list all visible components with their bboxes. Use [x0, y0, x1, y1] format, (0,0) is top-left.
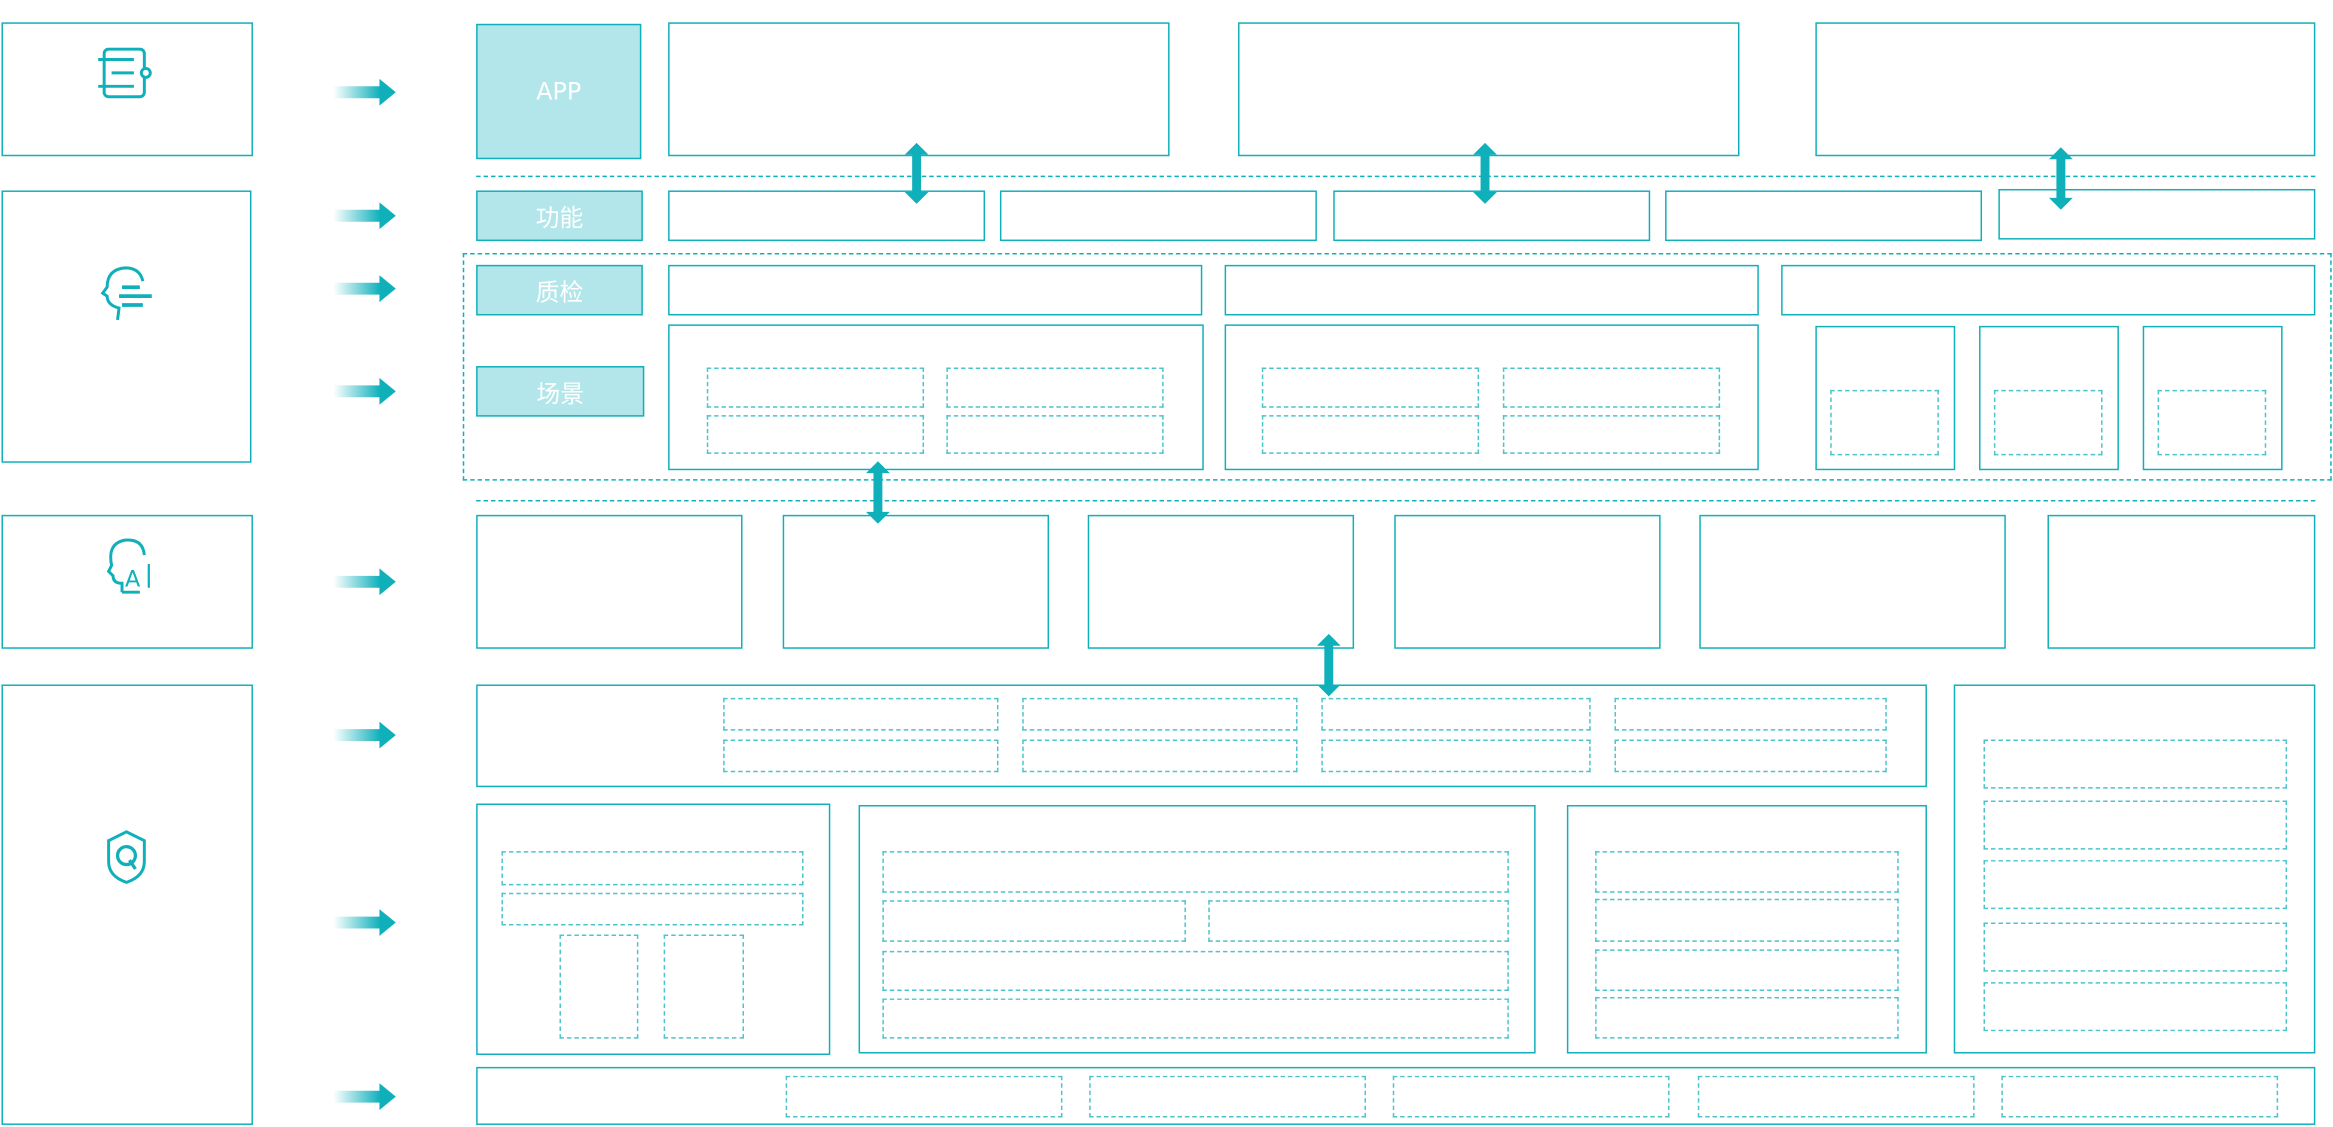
sub-module-box: [1261, 367, 1480, 408]
sub-module-box: [1502, 415, 1721, 454]
sub-module-box: [1614, 697, 1887, 731]
scene-label: 场景: [476, 366, 645, 417]
ai-box: [476, 514, 743, 649]
sub-module-box: [882, 851, 1509, 893]
sub-module-box: [946, 415, 1164, 454]
sub-module-box: [946, 367, 1164, 408]
bidirectional-arrow-icon: [1316, 633, 1341, 697]
sub-module-box: [1089, 1075, 1366, 1118]
platform-box: [1566, 805, 1927, 1054]
scene-box: [1815, 325, 1956, 471]
sub-module-box: [1983, 800, 2288, 850]
right-arrow-icon: [333, 202, 396, 230]
right-arrow-icon: [333, 377, 396, 405]
bidirectional-arrow-icon: [2048, 147, 2073, 210]
sub-module-box: [1595, 949, 1899, 992]
inspection-box: [668, 264, 1203, 316]
right-arrow-icon: [333, 909, 396, 936]
platform-box: [476, 803, 831, 1055]
ai-box: [2047, 514, 2316, 649]
business-group-frame: [462, 252, 2332, 481]
sub-module-box: [1983, 860, 2288, 910]
ai-box: [782, 514, 1050, 649]
head-ai-icon: A: [106, 538, 150, 594]
app-box: [1238, 22, 1740, 157]
list-settings-icon: [98, 47, 152, 99]
sub-module-box: [785, 1075, 1063, 1118]
sub-module-box: [1321, 697, 1591, 731]
sub-module-box: [882, 998, 1509, 1039]
sub-module-box: [1983, 922, 2288, 972]
ai-box: [1699, 514, 2006, 649]
sub-module-box: [1983, 739, 2288, 789]
sub-module-box: [882, 900, 1186, 942]
sub-module-box: [706, 367, 925, 408]
divider-dashed: [476, 175, 2316, 178]
inspection-box: [1781, 264, 2316, 316]
sub-module-box: [2157, 389, 2267, 456]
svg-text:A: A: [125, 566, 141, 592]
right-arrow-icon: [333, 78, 396, 106]
inspection-label: 质检: [476, 264, 643, 316]
left-box-platform: [1, 684, 253, 1125]
sub-module-box: [1022, 697, 1298, 731]
left-box-app: [1, 22, 253, 157]
sub-module-box: [1595, 898, 1899, 942]
sub-module-box: [882, 950, 1509, 992]
right-arrow-icon: [333, 275, 396, 303]
scene-box: [1979, 325, 2119, 471]
sub-module-box: [1595, 851, 1899, 893]
function-box: [999, 190, 1317, 242]
sub-module-box: [663, 934, 744, 1039]
bidirectional-arrow-icon: [904, 142, 929, 204]
ai-box: [1087, 514, 1355, 649]
function-box: [668, 190, 986, 242]
app-box: [1815, 22, 2316, 157]
divider-dashed: [476, 499, 2316, 502]
sub-module-box: [501, 851, 804, 886]
sub-module-box: [1614, 739, 1887, 773]
sub-module-box: [706, 415, 925, 454]
scene-box: [668, 324, 1204, 471]
sub-module-box: [559, 934, 639, 1039]
inspection-box: [1224, 264, 1759, 316]
sub-module-box: [1502, 367, 1721, 408]
scene-box: [2142, 325, 2283, 471]
sub-module-box: [723, 739, 999, 773]
app-box: [668, 22, 1170, 157]
platform-box: [858, 805, 1536, 1054]
sub-module-box: [1392, 1075, 1670, 1118]
left-box-ai: A: [1, 514, 253, 649]
function-box: [1333, 190, 1651, 242]
ai-box: [1394, 514, 1661, 649]
right-arrow-icon: [333, 721, 396, 749]
function-label: 功能: [476, 190, 643, 242]
sub-module-box: [2001, 1075, 2279, 1118]
scene-box: [1224, 324, 1759, 471]
function-box: [1665, 190, 1983, 242]
sub-module-box: [1022, 739, 1298, 773]
bidirectional-arrow-icon: [866, 461, 890, 524]
platform-box: [476, 684, 1927, 788]
sub-module-box: [1993, 389, 2103, 456]
sub-module-box: [1983, 982, 2288, 1032]
sub-module-box: [501, 892, 804, 926]
bidirectional-arrow-icon: [1473, 142, 1497, 204]
shield-q-icon: [107, 830, 146, 884]
function-box: [1998, 188, 2316, 240]
sub-module-box: [1697, 1075, 1975, 1118]
right-arrow-icon: [333, 568, 396, 596]
sub-module-box: [723, 697, 999, 731]
sub-module-box: [1595, 996, 1899, 1039]
right-arrow-icon: [333, 1083, 396, 1111]
sub-module-box: [1208, 900, 1509, 942]
left-box-business: [1, 190, 252, 463]
sub-module-box: [1261, 415, 1480, 454]
sub-module-box: [1321, 739, 1591, 773]
app-label: APP: [476, 23, 642, 160]
head-menu-icon: [100, 266, 152, 321]
sub-module-box: [1830, 389, 1939, 456]
platform-box: [1953, 684, 2316, 1054]
